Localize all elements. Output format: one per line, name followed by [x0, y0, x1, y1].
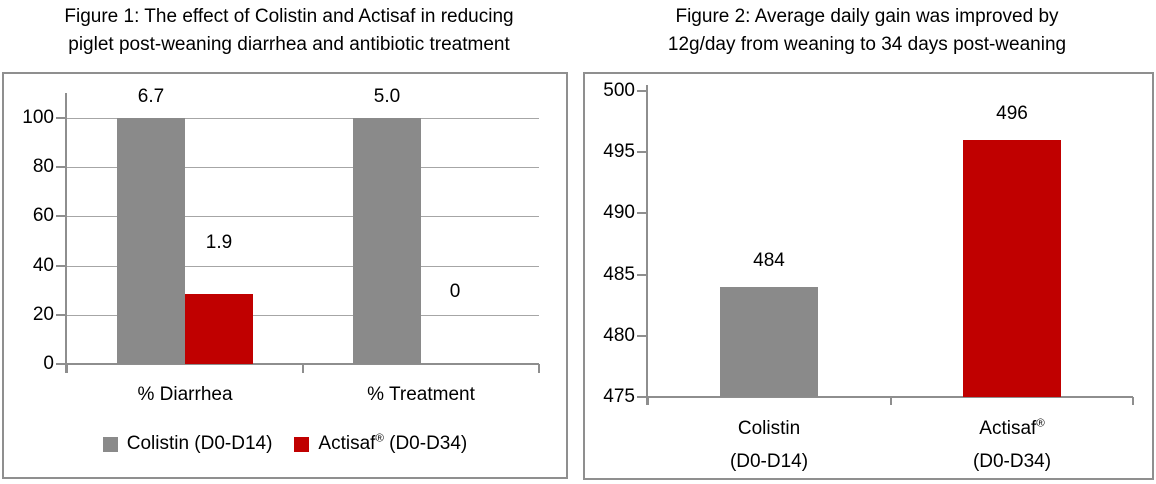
y-tick [56, 363, 66, 365]
y-axis-line [646, 85, 648, 405]
y-tick [56, 166, 66, 168]
gridline [67, 118, 539, 119]
figure1-panel: 0 20 40 60 80 100 6.7 5.0 1.9 0 % Diarrhea % Treatm… [2, 72, 568, 479]
y-tick-label: 490 [603, 202, 635, 223]
category-tick [302, 364, 304, 373]
bar-value-label: 484 [753, 250, 785, 271]
y-tick-label: 485 [603, 264, 635, 285]
y-axis-line [65, 93, 67, 373]
y-tick [56, 314, 66, 316]
category-tick [890, 397, 892, 405]
category-label: % Treatment [367, 384, 475, 405]
legend-item: Colistin (D0-D14) [102, 433, 273, 455]
legend-swatch [102, 436, 118, 452]
figure2-panel: 475 480 485 490 495 500 484 496 Colistin (D0-D14)… [583, 72, 1154, 480]
figure2-title-line2: 12g/day from weaning to 34 days post-wea… [667, 34, 1067, 55]
registered-mark: ® [1036, 417, 1045, 430]
bar-value-label: 0 [449, 281, 461, 302]
figure1-title-line2: piglet post-weaning diarrhea and antibio… [68, 34, 510, 55]
bar-value-label: 6.7 [137, 86, 165, 107]
figure1-chart-area: 0 20 40 60 80 100 6.7 5.0 1.9 0 % Diarrhea % Treatm… [4, 74, 566, 477]
y-tick-label: 480 [603, 325, 635, 346]
category-label: Colistin [737, 418, 801, 439]
y-tick [56, 215, 66, 217]
category-tick [66, 364, 68, 373]
y-tick [637, 212, 647, 214]
category-tick [1132, 397, 1134, 405]
legend-swatch [294, 436, 310, 452]
bar-value-label: 1.9 [205, 232, 233, 253]
y-tick-label: 60 [32, 205, 54, 226]
bar [963, 140, 1061, 397]
y-tick-label: 0 [43, 353, 54, 374]
category-label: % Diarrhea [137, 384, 233, 405]
y-tick-label: 40 [32, 255, 54, 276]
legend-item: Actisaf® (D0-D34) [294, 433, 467, 455]
category-label: Actisaf® [979, 417, 1045, 439]
bar [353, 118, 421, 364]
registered-mark: ® [375, 432, 384, 445]
gridline [67, 167, 539, 168]
legend-label: Actisaf® (D0-D34) [318, 432, 468, 454]
y-tick [56, 117, 66, 119]
y-tick [637, 274, 647, 276]
category-label: (D0-D14) [729, 451, 809, 472]
bar [117, 118, 185, 364]
y-tick [637, 335, 647, 337]
y-tick [637, 151, 647, 153]
y-tick [637, 396, 647, 398]
y-tick-label: 80 [32, 156, 54, 177]
figure1-title: Figure 1: The effect of Colistin and Act… [0, 3, 578, 59]
bar-value-label: 496 [996, 103, 1028, 124]
figure2-title-line1: Figure 2: Average daily gain was improve… [675, 6, 1059, 27]
y-tick-label: 495 [603, 141, 635, 162]
bar [185, 294, 253, 364]
gridline [67, 266, 539, 267]
category-tick [647, 397, 649, 405]
category-label: (D0-D34) [972, 451, 1052, 472]
figure2-title: Figure 2: Average daily gain was improve… [578, 3, 1156, 59]
legend-label: Colistin (D0-D14) [126, 433, 273, 454]
y-tick-label: 500 [603, 80, 635, 101]
figure1-title-line1: Figure 1: The effect of Colistin and Act… [64, 6, 514, 27]
figure2-chart-area: 475 480 485 490 495 500 484 496 Colistin (D0-D14)… [585, 74, 1152, 478]
bar-value-label: 5.0 [373, 86, 401, 107]
y-tick [637, 90, 647, 92]
category-tick [538, 364, 540, 373]
gridline [67, 216, 539, 217]
y-tick [56, 265, 66, 267]
legend: Colistin (D0-D14) Actisaf® (D0-D34) [4, 433, 566, 455]
bar [720, 287, 818, 397]
y-tick-label: 475 [603, 386, 635, 407]
y-tick-label: 20 [32, 304, 54, 325]
y-tick-label: 100 [22, 107, 54, 128]
gridline [67, 315, 539, 316]
